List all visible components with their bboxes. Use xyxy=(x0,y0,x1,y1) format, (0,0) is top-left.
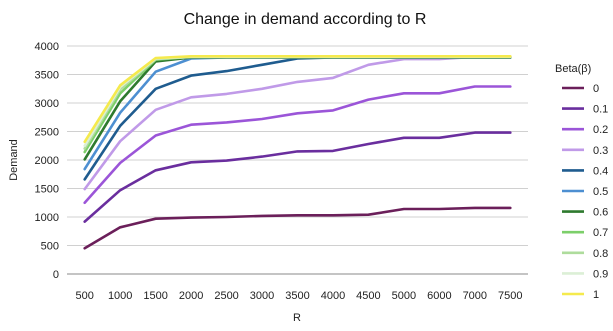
y-tick-label: 1000 xyxy=(35,212,59,224)
x-tick-label: 2500 xyxy=(214,290,238,302)
chart-title: Change in demand according to R xyxy=(184,11,427,28)
series-lines xyxy=(83,54,512,250)
legend-item-label: 0.9 xyxy=(593,268,608,280)
y-tick-label: 0 xyxy=(53,269,59,281)
series-line-0-1 xyxy=(83,131,512,223)
legend-item-label: 0.4 xyxy=(593,165,608,177)
legend-item-label: 0.3 xyxy=(593,145,608,157)
series-line-0-4 xyxy=(83,56,512,181)
y-tick-label: 2500 xyxy=(35,127,59,139)
y-axis-ticks: 0 500 1000 1500 2000 2500 3000 3500 4000 xyxy=(35,41,59,281)
y-tick-label: 4000 xyxy=(35,41,59,53)
x-tick-label: 4500 xyxy=(356,290,380,302)
legend-item-label: 0.7 xyxy=(593,227,608,239)
series-line-0-6 xyxy=(83,56,512,161)
x-tick-label: 500 xyxy=(76,290,94,302)
x-tick-label: 7500 xyxy=(498,290,522,302)
legend-item-label: 0 xyxy=(593,83,599,95)
series-line-1 xyxy=(83,54,512,144)
y-axis-label: Demand xyxy=(8,139,20,181)
x-tick-label: 3500 xyxy=(285,290,309,302)
series-line-0-3 xyxy=(83,55,512,191)
legend-title: Beta(β) xyxy=(555,63,591,75)
legend-item-label: 0.8 xyxy=(593,248,608,260)
x-tick-label: 6000 xyxy=(427,290,451,302)
y-tick-label: 3000 xyxy=(35,98,59,110)
x-tick-label: 3000 xyxy=(250,290,274,302)
legend-item-label: 1 xyxy=(593,289,599,301)
x-tick-label: 4000 xyxy=(321,290,345,302)
x-axis-ticks: 500 1000 1500 2000 2500 3000 3500 4000 4500 5000 6… xyxy=(76,290,523,302)
legend-item-label: 0.5 xyxy=(593,186,608,198)
legend: Beta(β) 0 0.1 0.2 0.3 0.4 0.5 0.6 0.7 0.8 0.9 1 xyxy=(555,63,608,301)
x-tick-label: 7000 xyxy=(463,290,487,302)
legend-item-label: 0.6 xyxy=(593,207,608,219)
y-tick-label: 1500 xyxy=(35,184,59,196)
x-tick-label: 2000 xyxy=(179,290,203,302)
series-line-0-2 xyxy=(83,85,512,205)
x-tick-label: 1500 xyxy=(143,290,167,302)
x-tick-label: 1000 xyxy=(108,290,132,302)
legend-item-label: 0.2 xyxy=(593,124,608,136)
y-tick-label: 500 xyxy=(41,241,59,253)
y-tick-label: 2000 xyxy=(35,155,59,167)
x-axis-label: R xyxy=(293,312,301,324)
y-tick-label: 3500 xyxy=(35,70,59,82)
x-tick-label: 5000 xyxy=(392,290,416,302)
series-line-0 xyxy=(83,206,512,250)
legend-item-label: 0.1 xyxy=(593,104,608,116)
